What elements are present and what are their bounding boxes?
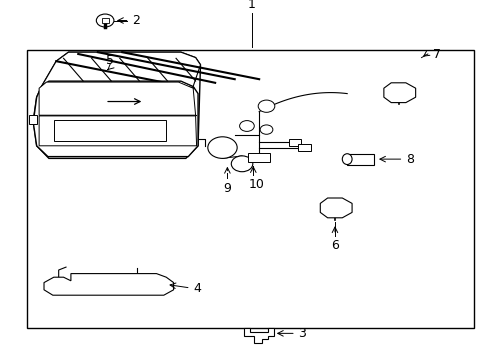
Text: 7: 7	[432, 48, 440, 60]
Text: 4: 4	[193, 282, 201, 294]
Polygon shape	[44, 274, 173, 295]
Circle shape	[207, 137, 237, 158]
Text: 3: 3	[298, 327, 305, 340]
Text: 8: 8	[405, 153, 413, 166]
Polygon shape	[33, 81, 198, 157]
Bar	[248, 153, 269, 162]
Text: 5: 5	[106, 54, 114, 67]
Bar	[102, 18, 108, 23]
Text: 9: 9	[223, 182, 231, 195]
Polygon shape	[41, 52, 200, 86]
Circle shape	[239, 121, 254, 131]
Polygon shape	[244, 328, 273, 343]
Ellipse shape	[342, 154, 351, 165]
Text: 6: 6	[330, 239, 338, 252]
Bar	[298, 144, 310, 151]
Circle shape	[231, 156, 252, 172]
Polygon shape	[33, 52, 200, 158]
Circle shape	[258, 100, 274, 112]
Polygon shape	[39, 82, 195, 115]
Bar	[27, 50, 473, 328]
Bar	[346, 154, 373, 165]
Text: 2: 2	[132, 14, 140, 27]
Text: 1: 1	[247, 0, 255, 11]
Polygon shape	[39, 116, 196, 146]
Bar	[29, 115, 37, 124]
Circle shape	[96, 14, 114, 27]
Polygon shape	[320, 198, 351, 218]
Circle shape	[260, 125, 272, 134]
Polygon shape	[383, 83, 415, 103]
Text: 10: 10	[248, 178, 264, 191]
Bar	[288, 139, 300, 146]
Polygon shape	[54, 120, 166, 141]
